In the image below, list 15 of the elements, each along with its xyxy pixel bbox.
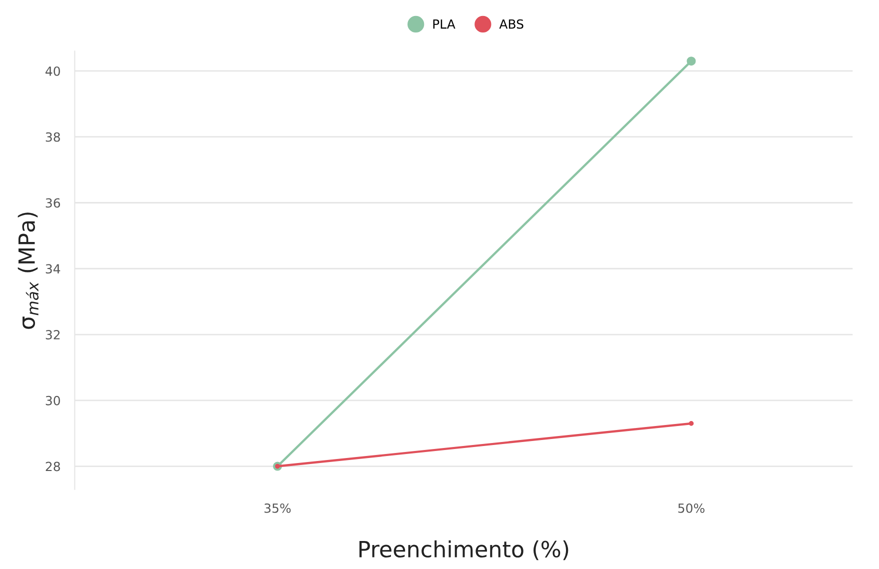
y-tick-label: 28 xyxy=(46,462,60,472)
y-tick-label: 32 xyxy=(46,330,60,340)
y-tick-label: 30 xyxy=(46,396,60,406)
point xyxy=(688,421,694,426)
y-tick-label: 34 xyxy=(46,264,60,274)
legend-label: ABS xyxy=(499,19,524,29)
x-tick-label: 35% xyxy=(264,503,291,513)
x-axis-title: Preenchimento (%) xyxy=(359,540,568,560)
legend-label: PLA xyxy=(433,19,456,29)
point xyxy=(686,56,696,66)
y-tick-label: 36 xyxy=(46,198,60,208)
y-tick-label: 38 xyxy=(46,132,60,142)
x-tick-label: 50% xyxy=(678,503,704,513)
y-tick-label: 40 xyxy=(46,66,60,76)
y-axis-title: σ$_{máx}$ (MPa) xyxy=(18,212,39,329)
